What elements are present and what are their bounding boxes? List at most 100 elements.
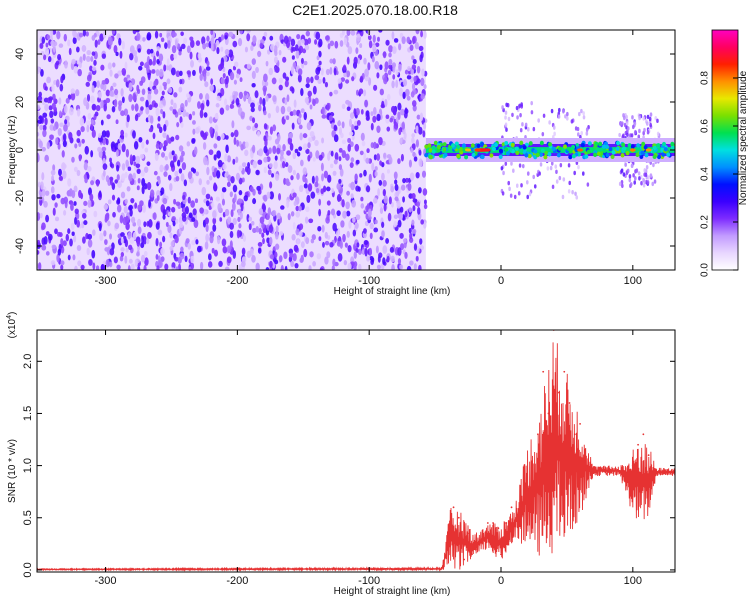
heatmap-cell-peak [577, 148, 584, 152]
heatmap-cell [51, 244, 57, 250]
heatmap-cell [263, 73, 268, 83]
heatmap-cell [121, 143, 126, 153]
heatmap-cell [427, 143, 432, 148]
heatmap-cell [248, 223, 252, 231]
heatmap-cell [224, 135, 229, 140]
heatmap-cell [382, 51, 387, 59]
heatmap-cell [251, 144, 256, 154]
heatmap-cell [52, 164, 56, 172]
heatmap-cell [124, 61, 128, 70]
heatmap-cell [122, 216, 127, 226]
heatmap-cell [345, 201, 350, 210]
heatmap-cell [539, 140, 544, 146]
heatmap-cell [632, 173, 635, 178]
heatmap-cell [138, 136, 143, 143]
heatmap-cell [47, 233, 53, 241]
heatmap-cell [267, 49, 271, 55]
heatmap-cell-peak [474, 148, 481, 152]
heatmap-cell [236, 68, 242, 76]
snr-data-point [642, 433, 645, 436]
heatmap-cell [82, 236, 86, 244]
heatmap-cell [126, 114, 130, 123]
heatmap-cell [78, 154, 82, 162]
heatmap-cell [325, 35, 330, 41]
heatmap-cell [157, 178, 161, 185]
heatmap-cell [251, 70, 256, 80]
heatmap-cell [107, 36, 112, 46]
heatmap-cell [186, 70, 191, 75]
heatmap-cell [381, 230, 385, 238]
heatmap-cell [190, 59, 194, 68]
heatmap-cell [106, 114, 111, 120]
heatmap-cell [535, 152, 540, 158]
heatmap-cell [498, 148, 503, 154]
heatmap-cell [431, 149, 436, 154]
heatmap-cell [237, 38, 243, 47]
heatmap-cell [585, 131, 589, 136]
heatmap-cell [91, 129, 96, 139]
heatmap-cell [250, 45, 254, 51]
colorbar [711, 29, 739, 271]
heatmap-cell [44, 190, 50, 196]
heatmap-cell [404, 69, 409, 75]
heatmap-cell [44, 47, 50, 55]
heatmap-cell [352, 216, 356, 223]
heatmap-cell [314, 39, 318, 45]
heatmap-cell [544, 150, 549, 156]
heatmap-cell [300, 108, 305, 114]
heatmap-cell [271, 173, 274, 178]
heatmap-cell [314, 139, 319, 147]
heatmap-cell [133, 161, 137, 167]
heatmap-cell [180, 121, 184, 128]
heatmap-cell [627, 143, 632, 148]
heatmap-cell [40, 68, 44, 77]
heatmap-cell [234, 91, 239, 97]
heatmap-cell [116, 264, 121, 270]
snr-data-point [584, 459, 587, 462]
snr-data-point [447, 532, 450, 535]
heatmap-cell [166, 134, 170, 143]
heatmap-cell [206, 60, 210, 67]
heatmap-cell [414, 41, 419, 50]
heatmap-cell [393, 122, 399, 130]
heatmap-cell [338, 156, 342, 162]
heatmap-cell [292, 169, 297, 176]
heatmap-cell [222, 72, 226, 79]
heatmap-cell [369, 232, 373, 240]
heatmap-cell [302, 48, 307, 54]
colorbar-tick-label: 0.2 [700, 215, 711, 229]
heatmap-cell [217, 203, 222, 212]
heatmap-cell [185, 238, 190, 244]
heatmap-cell [195, 239, 199, 245]
heatmap-cell [283, 251, 288, 260]
heatmap-cell [49, 110, 54, 119]
heatmap-cell [135, 155, 141, 164]
heatmap-cell [115, 119, 119, 125]
heatmap-cell [252, 125, 256, 132]
heatmap-cell [656, 118, 659, 124]
heatmap-cell [325, 186, 331, 192]
heatmap-cell [127, 231, 132, 240]
heatmap-cell [227, 174, 232, 182]
heatmap-cell [101, 53, 107, 59]
heatmap-cell [114, 222, 120, 230]
heatmap-cell [97, 39, 101, 45]
y-axis-label: SNR (10 * v/v) [7, 439, 18, 503]
heatmap-cell [221, 133, 225, 140]
heatmap-cell [70, 88, 75, 94]
heatmap-cell [212, 210, 217, 219]
heatmap-cell [540, 148, 545, 153]
heatmap-cell [379, 202, 384, 209]
heatmap-cell [216, 95, 221, 101]
heatmap-cell [423, 84, 427, 90]
heatmap-cell [160, 247, 165, 256]
heatmap-cell [367, 34, 372, 41]
heatmap-cell [407, 182, 412, 191]
heatmap-cell [68, 131, 73, 141]
heatmap-cell [423, 122, 427, 130]
heatmap-cell [127, 265, 131, 270]
heatmap-cell [76, 129, 81, 137]
heatmap-cell [291, 55, 295, 60]
heatmap-cell [532, 174, 536, 180]
heatmap-cell [504, 110, 508, 115]
